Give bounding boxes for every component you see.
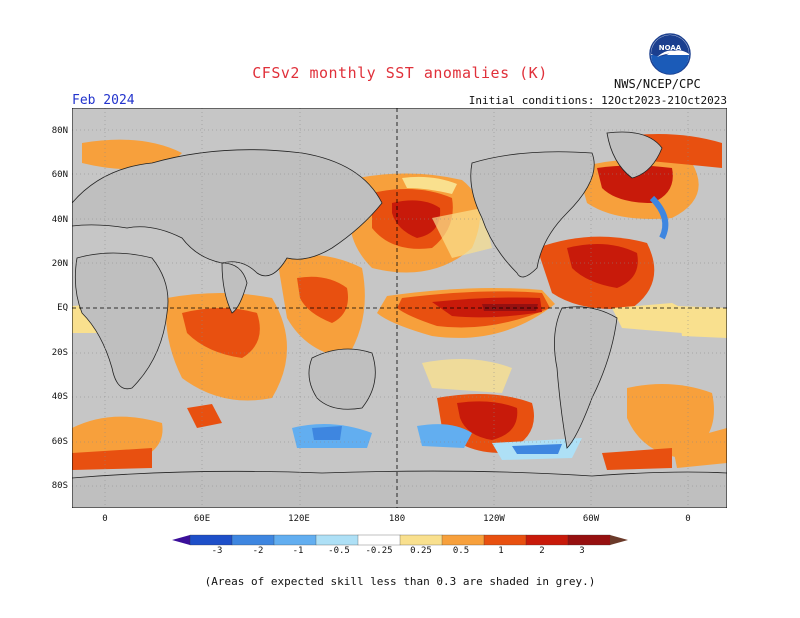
chart-title: CFSv2 monthly SST anomalies (K) <box>252 64 548 82</box>
noaa-logo: NOAA <box>649 33 691 75</box>
colorbar-segment <box>315 534 359 546</box>
colorbar <box>172 534 628 546</box>
lat-label-20s: 20S <box>51 348 68 358</box>
colorbar-label: 0.5 <box>452 546 470 556</box>
forecast-month: Feb 2024 <box>72 93 135 108</box>
lat-label-60s: 60S <box>51 437 68 447</box>
lon-label-120w: 120W <box>483 514 505 524</box>
lon-label-120e: 120E <box>288 514 310 524</box>
colorbar-high-arrow <box>610 535 628 545</box>
agency-label: NWS/NCEP/CPC <box>614 77 701 91</box>
lon-label-60w: 60W <box>582 514 600 524</box>
colorbar-segment <box>525 534 569 546</box>
noaa-logo-text: NOAA <box>659 44 682 52</box>
colorbar-segments <box>189 534 611 546</box>
lon-label-0: 0 <box>102 514 108 524</box>
continents <box>72 131 727 508</box>
lat-label-20n: 20N <box>51 259 68 269</box>
colorbar-label: -0.5 <box>328 546 350 556</box>
lat-label-80n: 80N <box>51 126 68 136</box>
lat-label-60n: 60N <box>51 170 68 180</box>
colorbar-label: 1 <box>498 546 504 556</box>
colorbar-segment <box>189 534 233 546</box>
colorbar-low-arrow <box>172 535 190 545</box>
colorbar-label: -1 <box>292 546 304 556</box>
lat-label-40n: 40N <box>51 215 68 225</box>
lon-label-60e: 60E <box>193 514 211 524</box>
lat-label-40s: 40S <box>51 392 68 402</box>
colorbar-segment <box>273 534 317 546</box>
lon-label-180: 180 <box>388 514 406 524</box>
anomaly-patches <box>72 134 727 470</box>
colorbar-label: 3 <box>579 546 585 556</box>
colorbar-label: 0.25 <box>410 546 432 556</box>
colorbar-label: 2 <box>539 546 545 556</box>
grid-lines <box>72 108 727 508</box>
colorbar-segment <box>357 534 401 546</box>
lat-label-eq: EQ <box>57 303 68 313</box>
colorbar-label: -2 <box>252 546 264 556</box>
colorbar-label: -0.25 <box>365 546 393 556</box>
sst-anomaly-map <box>72 108 727 508</box>
colorbar-label: -3 <box>211 546 223 556</box>
colorbar-segment <box>399 534 443 546</box>
skill-footnote: (Areas of expected skill less than 0.3 a… <box>204 575 596 588</box>
lat-label-80s: 80S <box>51 481 68 491</box>
colorbar-segment <box>567 534 611 546</box>
colorbar-segment <box>483 534 527 546</box>
lon-label-0-east: 0 <box>685 514 691 524</box>
initial-conditions: Initial conditions: 12Oct2023-21Oct2023 <box>468 94 727 107</box>
colorbar-segment <box>441 534 485 546</box>
colorbar-segment <box>231 534 275 546</box>
